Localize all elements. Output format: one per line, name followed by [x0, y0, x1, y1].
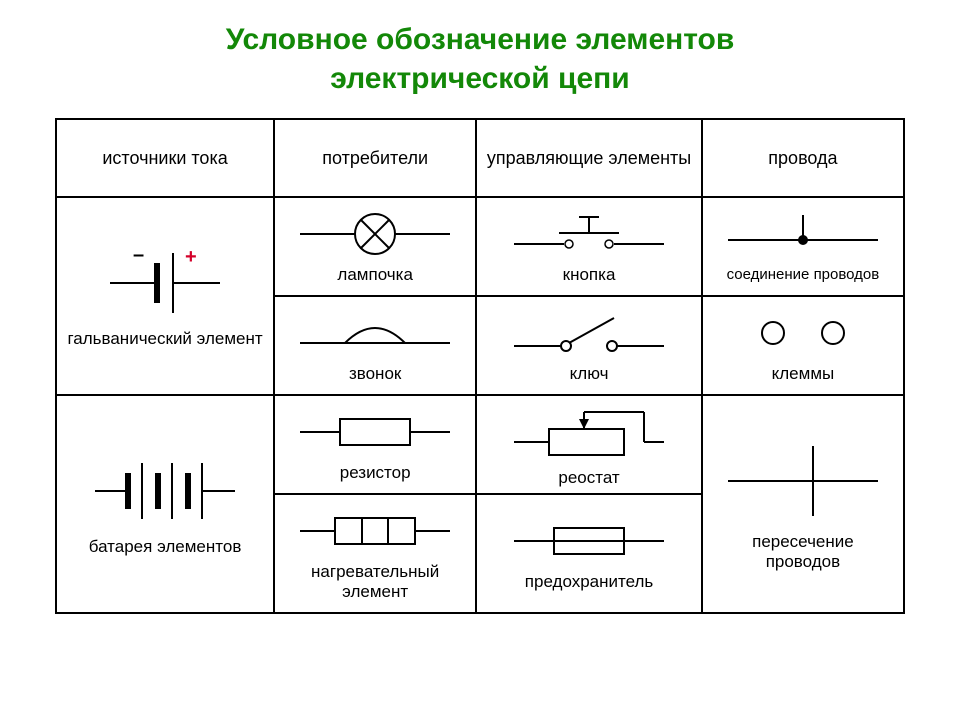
junction-label: соединение проводов [727, 266, 880, 283]
button-icon [499, 209, 679, 259]
crossing-icon [713, 436, 893, 526]
cell-rheostat: реостат [476, 395, 702, 494]
header-controls: управляющие элементы [476, 119, 702, 197]
header-sources: источники тока [56, 119, 274, 197]
bell-icon [285, 308, 465, 358]
symbols-table: источники тока потребители управляющие э… [55, 118, 905, 614]
galvanic-label: гальванический элемент [67, 329, 262, 349]
switch-label: ключ [570, 364, 609, 384]
page-title: Условное обозначение элементов электриче… [226, 20, 735, 98]
galvanic-icon: – + [85, 243, 245, 323]
heater-icon [285, 506, 465, 556]
title-line-2: электрической цепи [330, 62, 629, 95]
header-wires: провода [702, 119, 904, 197]
cell-junction: соединение проводов [702, 197, 904, 296]
crossing-label: пересечение проводов [752, 532, 854, 572]
fuse-label: предохранитель [525, 572, 653, 592]
cell-lamp: лампочка [274, 197, 476, 296]
rheostat-label: реостат [558, 468, 619, 488]
resistor-label: резистор [340, 463, 411, 483]
plus-sign: + [185, 246, 197, 268]
cell-battery: батарея элементов [56, 395, 274, 613]
battery-label: батарея элементов [89, 537, 242, 557]
header-consumers: потребители [274, 119, 476, 197]
cell-resistor: резистор [274, 395, 476, 494]
cell-terminals: клеммы [702, 296, 904, 395]
cell-crossing: пересечение проводов [702, 395, 904, 613]
cell-galvanic: – + гальванический элемент [56, 197, 274, 395]
switch-icon [499, 308, 679, 358]
lamp-label: лампочка [337, 265, 412, 285]
bell-label: звонок [349, 364, 401, 384]
rheostat-icon [499, 402, 679, 462]
resistor-icon [285, 407, 465, 457]
terminals-label: клеммы [772, 364, 835, 384]
lamp-icon [285, 209, 465, 259]
cell-heater: нагревательный элемент [274, 494, 476, 613]
title-line-1: Условное обозначение элементов [226, 23, 735, 56]
terminals-icon [713, 308, 893, 358]
cell-fuse: предохранитель [476, 494, 702, 613]
button-label: кнопка [563, 265, 616, 285]
battery-icon [80, 451, 250, 531]
junction-icon [713, 210, 893, 260]
cell-bell: звонок [274, 296, 476, 395]
minus-sign: – [133, 244, 144, 266]
fuse-icon [499, 516, 679, 566]
heater-label: нагревательный элемент [311, 562, 439, 602]
cell-switch: ключ [476, 296, 702, 395]
cell-button: кнопка [476, 197, 702, 296]
